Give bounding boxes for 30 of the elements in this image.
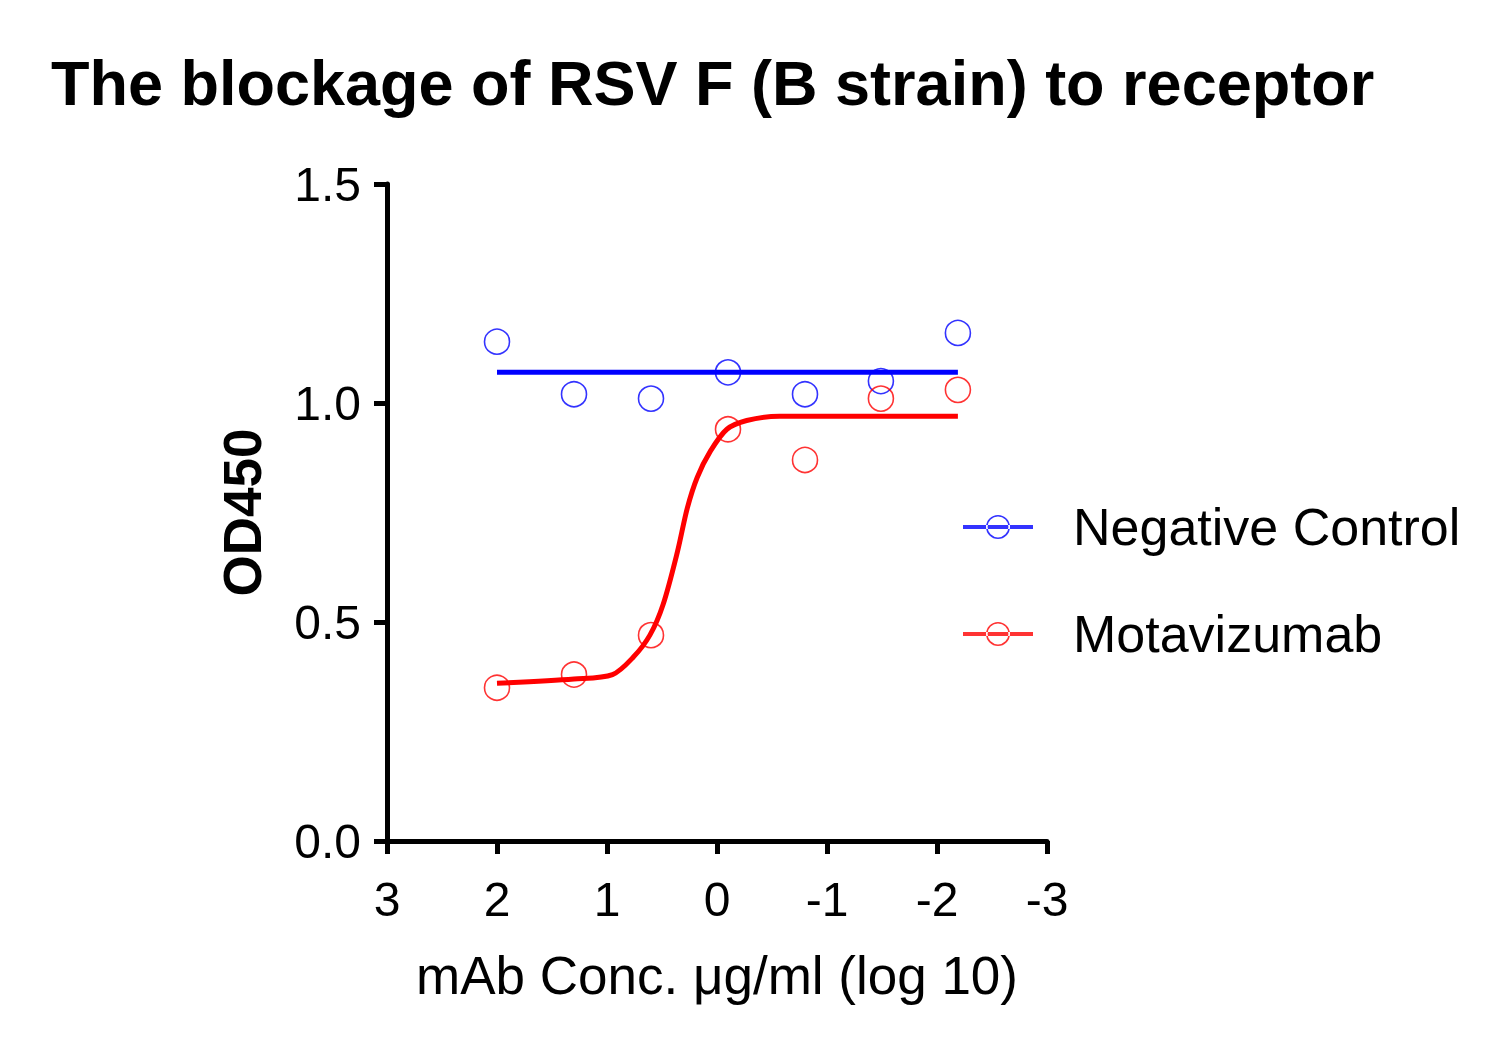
point <box>483 674 511 701</box>
point <box>483 328 511 355</box>
y-axis-title: OD450 <box>213 428 272 597</box>
point <box>867 385 895 412</box>
x-axis-title: mAb Conc. μg/ml (log 10) <box>416 946 1018 1005</box>
x-tick-label: -3 <box>1025 872 1069 926</box>
legend-label: Negative Control <box>1073 497 1461 556</box>
x-tick-label: 0 <box>703 872 731 926</box>
y-tick-label: 1.5 <box>294 157 361 211</box>
legend-label: Motavizumab <box>1073 604 1383 663</box>
x-tick-label: 3 <box>373 872 401 926</box>
y-tick-label: 0.5 <box>294 595 361 649</box>
chart-title: The blockage of RSV F (B strain) to receptor <box>51 47 1375 118</box>
point <box>637 385 665 412</box>
x-tick-label: 2 <box>483 872 511 926</box>
x-tick-label: -2 <box>915 872 959 926</box>
point <box>637 621 665 649</box>
point <box>867 367 895 395</box>
point <box>944 319 972 347</box>
point <box>560 661 588 688</box>
point <box>560 380 588 408</box>
y-tick-label: 1.0 <box>294 376 361 430</box>
point <box>791 380 819 408</box>
y-tick-label: 0.0 <box>294 814 361 868</box>
x-tick-label: -1 <box>805 872 849 926</box>
point <box>791 446 819 474</box>
point <box>714 415 742 443</box>
point <box>944 376 972 404</box>
x-tick-label: 1 <box>593 872 621 926</box>
point <box>714 359 742 386</box>
